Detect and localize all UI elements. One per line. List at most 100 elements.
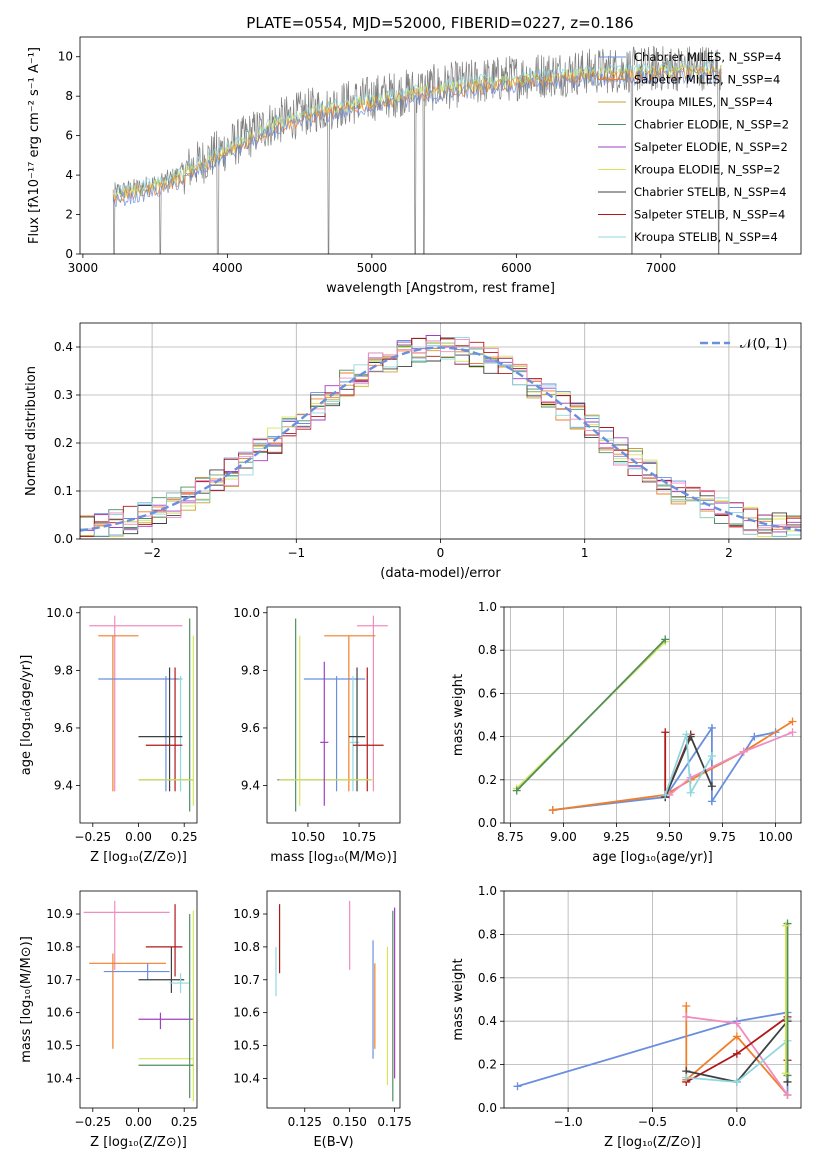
mass-weight-point: [783, 1090, 792, 1099]
x-tick-label: 9.50: [656, 830, 683, 844]
y-tick-label: 2: [65, 208, 73, 222]
mass-weight-point: [732, 1032, 741, 1041]
y-tick-label: 10.8: [46, 940, 73, 954]
model-spectrum-line: [112, 60, 722, 199]
y-tick-label: 0.8: [478, 927, 497, 941]
mass-weight-point: [548, 806, 557, 815]
y-tick-label: 0.3: [54, 388, 73, 402]
y-tick-label: 10.5: [233, 1039, 260, 1053]
y-tick-label: 10.5: [46, 1039, 73, 1053]
mass-weight-point: [739, 747, 748, 756]
plot-area: [277, 615, 388, 812]
axes-frame: [503, 606, 802, 824]
x-axis-label: Z [log₁₀(Z/Z⊙)]: [604, 1135, 701, 1150]
legend-entry: 𝒩(0, 1): [740, 337, 787, 352]
x-axis-label: Z [log₁₀(Z/Z⊙)]: [90, 1135, 187, 1150]
y-axis-label: mass weight: [451, 958, 466, 1040]
mass-weight-point: [682, 1012, 691, 1021]
legend-entry: Salpeter MILES, N_SSP=4: [634, 73, 780, 87]
panel-massweight-vs-age: 8.75 9.00 9.25 9.50 9.75 10.00 0.0 0.2 0.4 0.6 0.8…: [451, 600, 802, 865]
mass-weight-point: [707, 782, 716, 791]
x-tick-label: 5000: [357, 261, 388, 275]
mass-weight-point: [707, 723, 716, 732]
mass-weight-line: [664, 734, 713, 796]
x-tick-label: 8.75: [497, 830, 524, 844]
legend-entry: Chabrier STELIB, N_SSP=4: [634, 185, 786, 199]
normal-curve: [80, 346, 801, 532]
mass-weight-point: [682, 1002, 691, 1011]
axes-frame: [79, 890, 198, 1109]
y-tick-label: 10.8: [233, 940, 260, 954]
mass-weight-point: [661, 790, 670, 799]
mass-weight-point: [512, 786, 521, 795]
mass-weight-point: [781, 1069, 790, 1078]
mass-weight-point: [788, 728, 797, 737]
y-tick-label: 0.0: [54, 532, 73, 546]
y-tick-label: 0.4: [478, 730, 497, 744]
x-tick-label: −1.0: [554, 1115, 583, 1129]
y-tick-label: 10.0: [233, 606, 260, 620]
y-tick-label: 10.4: [46, 1071, 73, 1085]
panel-mass-vs-EBV: 0.125 0.150 0.175 10.4 10.5 10.6 10.7 10.8 10.9 E…: [233, 890, 412, 1150]
x-tick-label: 0.25: [171, 830, 198, 844]
panel-mass-vs-Z: −0.25 0.00 0.25 10.4 10.5 10.6 10.7 10.8 10.9 Z […: [19, 890, 198, 1150]
y-tick-label: 0.6: [478, 686, 497, 700]
x-tick-label: 9.75: [709, 830, 736, 844]
mass-weight-point: [707, 752, 716, 761]
plot-area: [83, 900, 194, 1102]
x-tick-label: 6000: [501, 261, 532, 275]
x-tick-label: 9.00: [550, 830, 577, 844]
y-tick-label: 10: [58, 50, 73, 64]
mass-weight-point: [686, 788, 695, 797]
x-tick-label: −0.25: [74, 1115, 111, 1129]
axes-frame: [79, 322, 802, 540]
y-tick-label: 1.0: [478, 884, 497, 898]
mass-weight-point: [732, 1049, 741, 1058]
y-tick-label: 0.4: [478, 1014, 497, 1028]
mass-weight-point: [788, 717, 797, 726]
x-tick-label: 0.125: [288, 1115, 322, 1129]
legend-entry: Chabrier MILES, N_SSP=4: [634, 50, 781, 64]
y-tick-label: 10.9: [46, 907, 73, 921]
y-axis-label: Flux [fλ10⁻¹⁷ erg cm⁻² s⁻¹ A⁻¹]: [27, 47, 42, 244]
model-spectrum-line: [112, 68, 722, 208]
mass-weight-point: [513, 1082, 522, 1091]
figure-title: PLATE=0554, MJD=52000, FIBERID=0227, z=0…: [246, 14, 633, 32]
panel-massweight-vs-Z: −1.0 −0.5 0.0 0.0 0.2 0.4 0.6 0.8 1.0 Z [log₁₀(Z/…: [451, 884, 802, 1150]
y-tick-label: 0: [65, 247, 73, 261]
y-axis-label: age [log₁₀(age/yr)]: [19, 655, 34, 776]
x-tick-label: −0.25: [74, 830, 111, 844]
x-axis-label: Z [log₁₀(Z/Z⊙)]: [90, 850, 187, 865]
y-tick-label: 10.7: [46, 973, 73, 987]
panel-spectrum: 3000 4000 5000 6000 7000 0 2 4 6 8 10 wavelength [A…: [27, 36, 802, 296]
legend-entry: Salpeter STELIB, N_SSP=4: [634, 208, 785, 222]
mass-weight-point: [781, 921, 790, 930]
y-tick-label: 9.6: [54, 721, 73, 735]
axes-frame: [79, 36, 802, 255]
x-tick-label: −1: [287, 546, 305, 560]
mass-weight-point: [661, 635, 670, 644]
y-tick-label: 10.7: [233, 973, 260, 987]
y-axis-label: mass [log₁₀(M/M⊙)]: [19, 936, 34, 1063]
panel-age-vs-mass: 10.50 10.75 9.4 9.6 9.8 10.0 mass [log₁₀(M/M⊙)…: [233, 606, 401, 865]
mass-weight-point: [686, 732, 695, 741]
mass-weight-point: [750, 732, 759, 741]
y-tick-label: 0.6: [478, 971, 497, 985]
x-axis-label: (data-model)/error: [380, 566, 501, 581]
x-axis-label: age [log₁₀(age/yr)]: [592, 850, 713, 865]
y-tick-label: 0.0: [478, 1101, 497, 1115]
y-tick-label: 4: [65, 168, 73, 182]
x-tick-label: 3000: [68, 261, 99, 275]
legend-entry: Salpeter ELODIE, N_SSP=2: [634, 140, 788, 154]
x-tick-label: 0.175: [377, 1115, 411, 1129]
x-axis-label: mass [log₁₀(M/M⊙)]: [270, 850, 397, 865]
x-tick-label: 1: [581, 546, 589, 560]
y-tick-label: 0.0: [478, 816, 497, 830]
mass-weight-point: [732, 1077, 741, 1086]
x-tick-label: 0.25: [171, 1115, 198, 1129]
y-tick-label: 10.4: [233, 1071, 260, 1085]
y-tick-label: 6: [65, 129, 73, 143]
y-axis-label: Normed distribution: [24, 366, 39, 496]
legend-entry: Chabrier ELODIE, N_SSP=2: [634, 118, 789, 132]
